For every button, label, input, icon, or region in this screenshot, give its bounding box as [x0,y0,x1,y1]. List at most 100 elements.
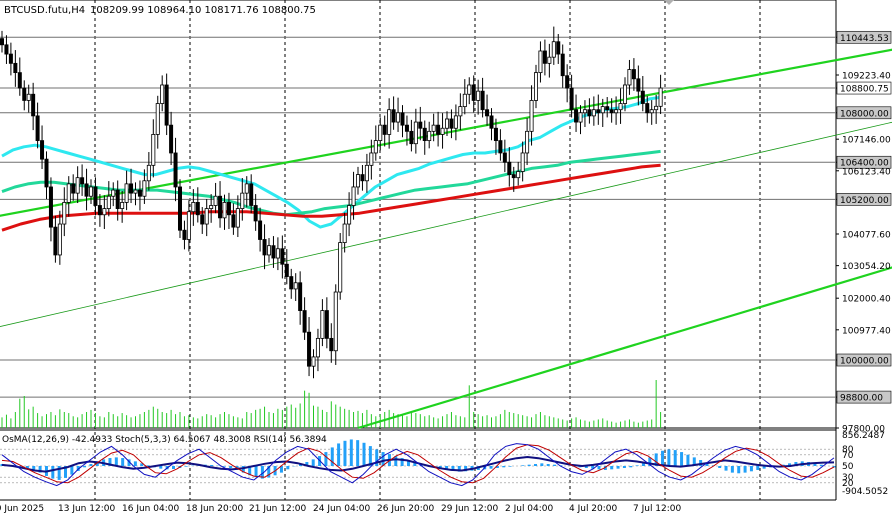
candle-body [427,130,432,142]
candle-body [511,174,516,179]
candle-body [627,69,632,86]
candle-body [582,109,587,114]
candle-body [235,208,240,228]
candle-body [436,124,441,135]
candle-body [649,109,654,114]
candle-body [218,195,223,219]
candle-body [640,90,645,104]
candle-body [364,164,369,182]
candle-body [569,87,574,111]
oscillator-panel [0,439,836,487]
candle-body [614,109,619,114]
oscillator-caption: OsMA(12,26,9) -42.4933 Stoch(5,3,3) 64.5… [2,435,327,445]
time-axis: 10 Jun 2025 13 Jun 12:00 16 Jun 04:00 18 Ju… [0,504,682,514]
candle-body [591,109,596,117]
time-label: 7 Jul 12:00 [633,504,682,514]
candle-body [476,90,481,101]
candle-body [191,202,196,213]
candle-body [444,118,449,129]
channel-upper-line [0,48,892,217]
candle-body [48,186,53,228]
candle-body [458,106,463,117]
candle-body [574,109,579,123]
candle-body [44,158,49,188]
candle-body [62,202,67,225]
ma_fast-line [1,95,661,229]
price-tick-label: 103054.20 [842,262,891,272]
osc-scale-label: 70 [842,451,854,461]
candle-body [324,310,329,339]
candle-body [413,121,418,145]
candle-body [338,242,343,293]
candle-body [35,115,40,142]
candle-body [565,75,570,89]
candle-body [329,337,334,352]
candle-body [387,109,392,135]
candle-body [146,164,151,182]
candle-body [142,180,147,197]
candle-body [160,84,165,104]
candle-body [169,124,174,154]
level-price-tag [836,106,892,120]
candle-body [404,124,409,132]
candle-body [409,130,414,145]
candle-body [177,186,182,231]
volume-histogram [1,380,662,428]
candle-body [253,205,258,222]
candle-body [26,93,31,101]
candle-body [502,152,507,163]
level-price-label: 110443.53 [840,34,889,44]
candle-body [396,112,401,123]
time-label: 21 Jun 12:00 [249,504,306,514]
candle-body [307,331,312,367]
shift-marker-icon[interactable] [664,0,674,5]
candle-body [213,195,218,206]
candle-body [195,202,200,216]
candle-body [31,93,36,117]
level-price-tag [836,30,892,44]
candle-body [262,239,267,256]
price-channel[interactable] [0,0,892,430]
moving-averages [1,95,661,232]
candle-body [534,72,539,101]
ohlc-readout: 108209.99 108964.10 108171.76 108800.75 [90,5,316,16]
level-price-label: 100000.00 [840,357,889,367]
candle-body [53,226,58,256]
candle-body [431,124,436,132]
candle-body [556,41,561,55]
candle-body [449,118,454,129]
candle-body [542,50,547,64]
level-price-label: 98800.00 [840,394,883,404]
price-tick-label: 106123.40 [842,167,891,177]
candle-body [485,109,490,117]
osc-scale-label: -904.5052 [842,487,888,497]
time-label: 18 Jun 20:00 [186,504,243,514]
channel-middle-line [0,121,892,327]
candle-body [57,223,62,256]
price-tick-label: 102000.40 [842,295,891,305]
candle-body [333,291,338,352]
candle-body [155,103,160,135]
candle-body [311,356,316,367]
candle-body [124,183,129,203]
candle-body [298,282,303,311]
candle-body [551,41,556,58]
price-tick-label: 109223.40 [842,71,891,81]
window-caption: BTCUSD.futu,H4 [4,5,85,16]
level-price-tag [836,353,892,367]
candle-body [391,109,396,123]
candle-body [204,208,209,225]
candle-body [351,186,356,206]
candle-body [102,208,107,216]
osc-scale-label: 856.2487 [842,431,885,441]
time-label: 2 Jul 04:00 [505,504,554,514]
candle-body [13,62,18,74]
level-price-tag [836,81,892,95]
candle-body [462,93,467,108]
candle-body [529,100,534,132]
candle-body [347,205,352,225]
candle-body [498,140,503,154]
candle-body [631,69,636,80]
